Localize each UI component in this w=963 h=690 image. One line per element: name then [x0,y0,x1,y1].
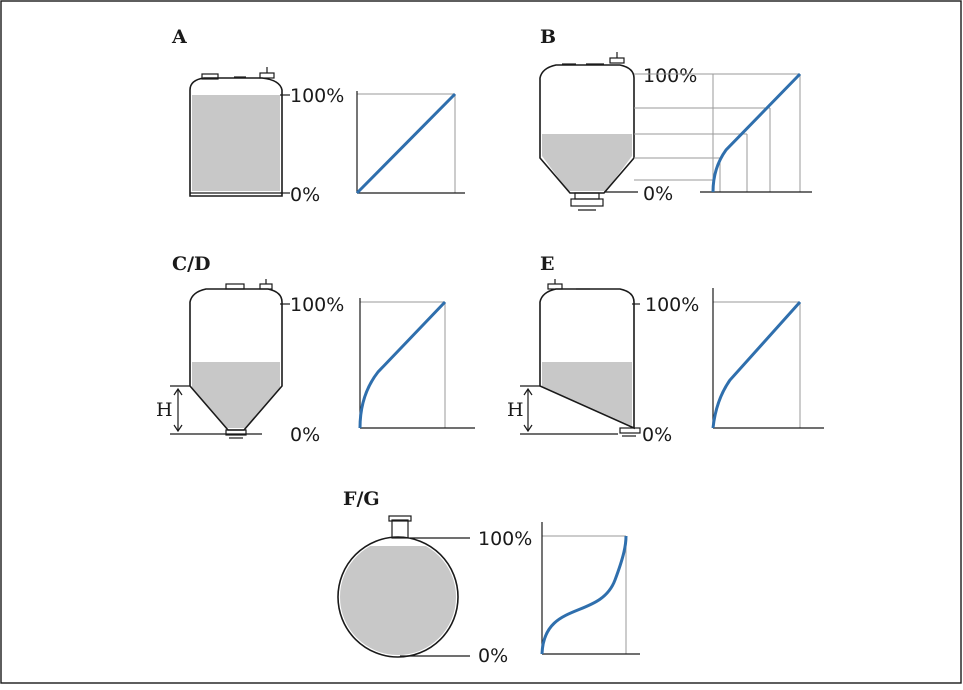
panel-cd-graph [358,298,475,429]
panel-fg-top-label: 100% [478,528,532,550]
panel-cd-fill [192,362,280,428]
panel-a-fill [192,95,280,191]
panel-fg-bottom-label: 0% [478,645,508,667]
panel-e-fill [542,362,632,426]
panel-e: E H 100% 0% [507,253,824,446]
panel-b-fill [542,134,632,191]
panel-e-bottom-label: 0% [642,424,672,446]
panel-cd-title: C/D [172,253,211,275]
panel-e-top-label: 100% [645,294,699,316]
panel-a: A 100% 0% [171,26,465,206]
panel-e-graph [711,288,824,429]
panel-cd-bottom-label: 0% [290,424,320,446]
panel-a-graph [355,91,465,195]
panel-e-tank [520,279,641,437]
panel-e-height-label: H [507,399,524,421]
panel-b-title: B [540,26,556,48]
panel-b-tank [539,52,638,211]
panel-cd-top-label: 100% [290,294,344,316]
panel-a-title: A [171,26,187,48]
panel-fg: F/G 100% 0% [337,488,640,667]
panel-fg-graph [540,522,640,655]
panel-a-top-label: 100% [290,85,344,107]
panel-cd-height-label: H [156,399,173,421]
panel-a-curve [355,92,457,195]
panel-b-graph [634,72,812,193]
panel-a-bottom-label: 0% [290,184,320,206]
panel-fg-title: F/G [343,488,380,510]
panel-a-tank [189,67,290,197]
panel-cd-tank [170,279,290,439]
panel-fg-curve [540,535,628,655]
panel-b-bottom-label: 0% [643,183,673,205]
panel-b-curve [711,72,802,193]
panel-e-title: E [540,253,554,275]
panel-b: B 100% 0% [539,26,812,211]
panel-fg-tank [337,515,470,658]
panel-e-curve [711,300,802,429]
panel-cd-curve [358,300,447,429]
panel-b-top-label: 100% [643,65,697,87]
panel-cd: C/D H 100% 0% [156,253,475,446]
panel-fg-fill [340,546,456,655]
